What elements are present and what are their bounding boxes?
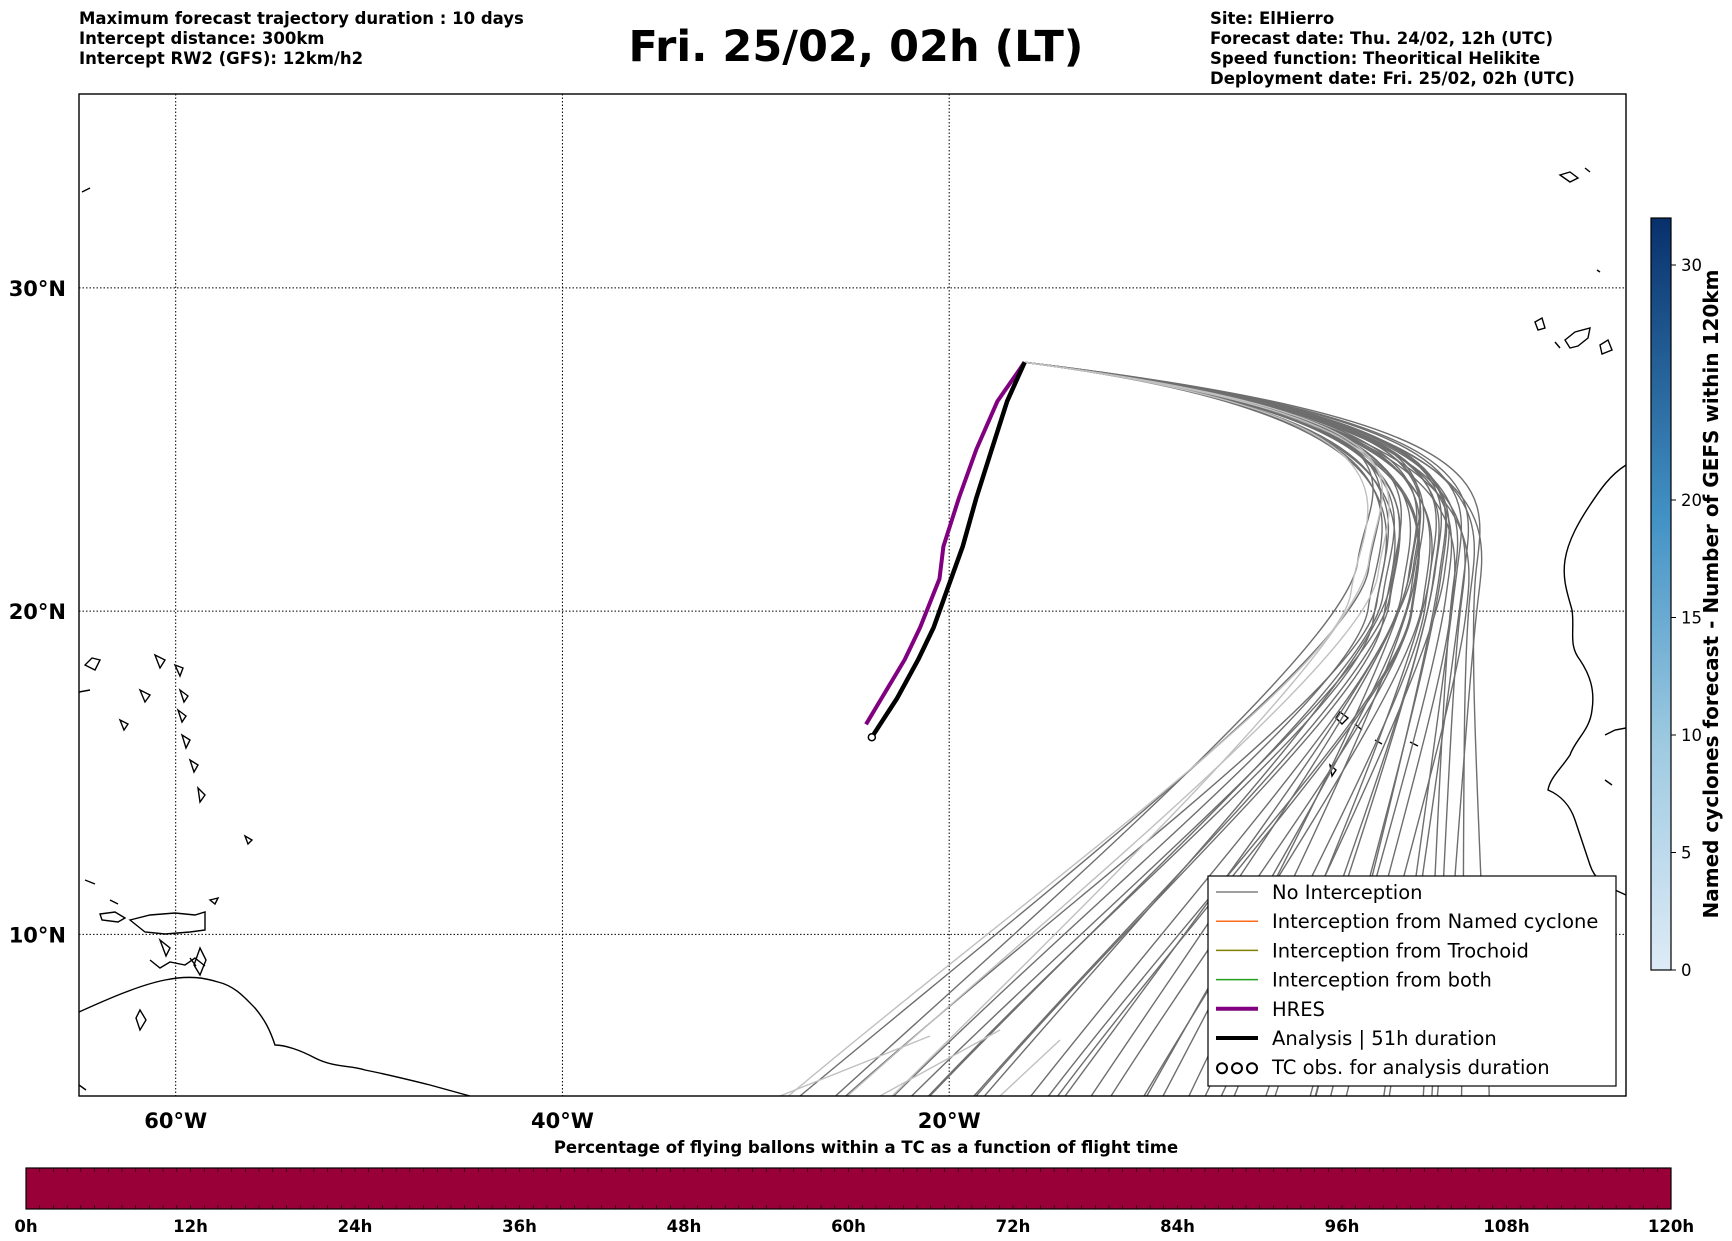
colorbar-bottom-tick: 0h bbox=[14, 1217, 37, 1236]
colorbar-bottom-tick: 48h bbox=[667, 1217, 702, 1236]
info-intercept-distance: Intercept distance: 300km bbox=[79, 29, 325, 48]
colorbar-bottom-tick: 12h bbox=[173, 1217, 208, 1236]
ensemble-trajectory bbox=[910, 361, 1401, 1096]
ensemble-trajectory bbox=[844, 361, 1390, 1096]
legend-label: Analysis | 51h duration bbox=[1272, 1027, 1497, 1050]
colorbar-right-tick: 0 bbox=[1681, 961, 1692, 980]
colorbar-bottom-tick: 36h bbox=[502, 1217, 537, 1236]
ensemble-trajectory bbox=[879, 1029, 1001, 1096]
colorbar-right: 0 5 10 15 20 30 Named cyclones forecast - Num… bbox=[1650, 217, 1723, 980]
legend-label: Interception from Named cyclone bbox=[1272, 910, 1598, 933]
colorbar-right-tick: 20 bbox=[1681, 491, 1702, 510]
colorbar-right-tick: 15 bbox=[1681, 609, 1702, 628]
colorbar-right-tick: 30 bbox=[1681, 256, 1702, 275]
legend: No Interception Interception from Named c… bbox=[1207, 875, 1617, 1087]
lon-label: 60°W bbox=[144, 1109, 207, 1133]
ensemble-trajectory bbox=[891, 361, 1384, 1096]
lat-label: 30°N bbox=[9, 277, 66, 301]
colorbar-bottom-tick: 120h bbox=[1648, 1217, 1694, 1236]
legend-label: HRES bbox=[1272, 998, 1325, 1021]
ensemble-trajectories-faint bbox=[779, 361, 1390, 1096]
colorbar-bottom-tick: 96h bbox=[1325, 1217, 1360, 1236]
ensemble-trajectory bbox=[846, 361, 1390, 1096]
ensemble-trajectory bbox=[927, 361, 1388, 1096]
legend-label: No Interception bbox=[1272, 881, 1423, 904]
info-deployment-date: Deployment date: Fri. 25/02, 02h (UTC) bbox=[1210, 69, 1575, 88]
info-site: Site: ElHierro bbox=[1210, 9, 1335, 28]
page-title: Fri. 25/02, 02h (LT) bbox=[628, 22, 1084, 72]
analysis-end-marker bbox=[867, 732, 877, 742]
info-intercept-rw2: Intercept RW2 (GFS): 12km/h2 bbox=[79, 49, 364, 68]
legend-label: TC obs. for analysis duration bbox=[1271, 1056, 1550, 1079]
ensemble-trajectory bbox=[787, 361, 1369, 1096]
hres-trajectory bbox=[864, 361, 1027, 726]
analysis-trajectory bbox=[869, 361, 1027, 739]
colorbar-bottom-tick: 108h bbox=[1483, 1217, 1529, 1236]
colorbar-bottom-tick: 24h bbox=[338, 1217, 373, 1236]
colorbar-right-tick: 5 bbox=[1681, 844, 1692, 863]
info-max-duration: Maximum forecast trajectory duration : 1… bbox=[79, 9, 524, 28]
colorbar-bottom: Percentage of flying ballons within a TC… bbox=[14, 1138, 1694, 1236]
colorbar-bottom-tick: 60h bbox=[831, 1217, 866, 1236]
colorbar-right-label: Named cyclones forecast - Number of GEFS… bbox=[1699, 270, 1723, 919]
colorbar-bottom-label: Percentage of flying ballons within a TC… bbox=[554, 1138, 1178, 1157]
legend-label: Interception from both bbox=[1272, 969, 1492, 992]
legend-label: Interception from Trochoid bbox=[1272, 939, 1529, 962]
lat-label: 10°N bbox=[9, 923, 66, 947]
tc-obs-symbol-icon bbox=[1216, 1062, 1258, 1075]
ensemble-trajectory bbox=[779, 1035, 931, 1096]
info-speed-function: Speed function: Theoritical Helikite bbox=[1210, 49, 1541, 68]
coastlines bbox=[79, 167, 1626, 1096]
lon-label: 40°W bbox=[531, 1109, 594, 1133]
colorbar-right-tick: 10 bbox=[1681, 726, 1702, 745]
colorbar-bottom-tick: 72h bbox=[996, 1217, 1031, 1236]
info-forecast-date: Forecast date: Thu. 24/02, 12h (UTC) bbox=[1210, 29, 1554, 48]
map-frame bbox=[78, 93, 1627, 1097]
longitude-labels: 60°W 40°W 20°W bbox=[144, 1109, 980, 1133]
lat-label: 20°N bbox=[9, 600, 66, 624]
colorbar-bottom-tick: 84h bbox=[1160, 1217, 1195, 1236]
lon-label: 20°W bbox=[918, 1109, 981, 1133]
latitude-labels: 30°N 20°N 10°N bbox=[9, 277, 66, 947]
colorbar-bottom-bar bbox=[25, 1167, 1672, 1210]
ensemble-trajectory bbox=[999, 1039, 1061, 1096]
